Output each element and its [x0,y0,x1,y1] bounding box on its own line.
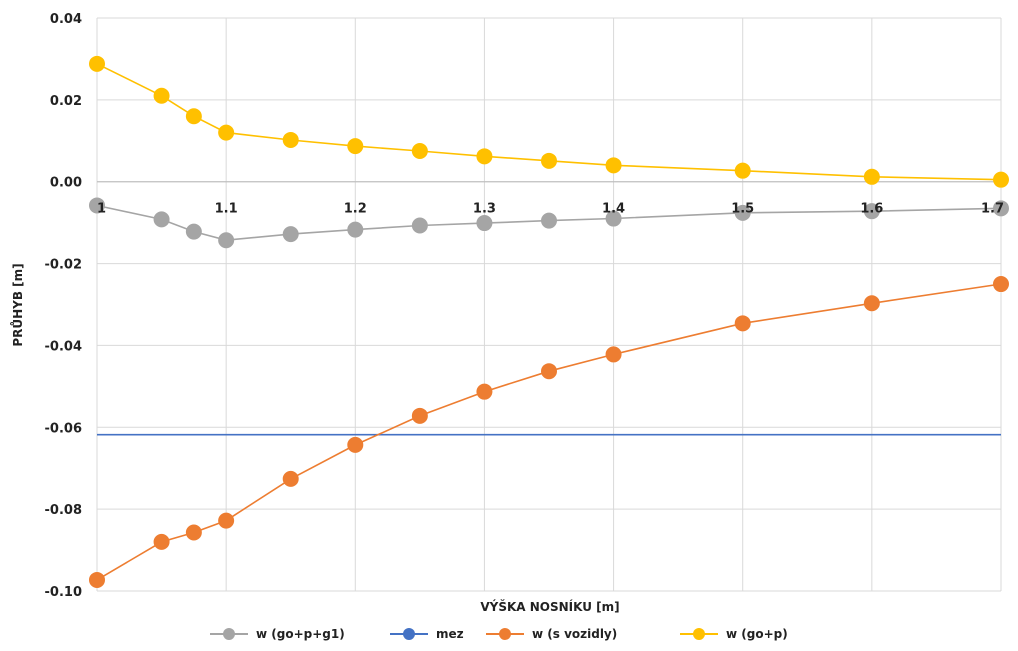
grid-lines [96,17,1002,592]
data-point [282,226,299,243]
y-axis-title: PRŮHYB [m] [10,263,25,346]
x-tick-label: 1.1 [215,202,238,217]
data-point [863,203,880,220]
legend-marker [223,628,235,640]
data-point [411,143,428,160]
data-point [185,223,202,240]
data-point [734,162,751,179]
data-point [411,217,428,234]
data-point [863,168,880,185]
y-tick-label: -0.04 [45,339,82,354]
legend-label: w (go+p+g1) [256,627,345,641]
x-axis-title: VÝŠKA NOSNÍKU [m] [480,599,619,614]
data-point [218,512,235,529]
x-tick-label: 1.2 [344,202,367,217]
x-tick-label: 1 [97,202,106,217]
y-tick-label: -0.10 [45,585,82,600]
data-point [993,200,1009,217]
x-tick-label: 1.7 [981,202,1004,217]
x-tick-label: 1.3 [473,202,496,217]
data-point [605,157,622,174]
data-point [282,470,299,487]
legend-marker [499,628,511,640]
y-tick-labels: 0.04 0.02 0.00 -0.02 -0.04 -0.06 -0.08 -0.10 [45,12,82,600]
legend-marker [693,628,705,640]
legend-marker [403,628,415,640]
y-tick-label: -0.08 [45,503,82,518]
data-point [476,148,493,165]
y-tick-label: -0.02 [45,258,82,273]
legend-label: w (s vozidly) [532,627,617,641]
data-point [185,108,202,125]
y-tick-label: 0.04 [50,12,82,27]
legend: w (go+p+g1) mez w (s vozidly) w (go+p) [210,627,788,641]
data-point [411,407,428,424]
y-tick-label: 0.00 [50,176,82,191]
data-point [185,524,202,541]
data-point [153,87,170,104]
data-point [605,210,622,227]
data-point [476,383,493,400]
x-tick-labels: 1 1.1 1.2 1.3 1.4 1.5 1.6 1.7 [97,202,1004,217]
series-line [96,283,1002,581]
data-point [734,204,751,221]
y-tick-label: 0.02 [50,94,82,109]
data-point [993,171,1009,188]
data-point [153,533,170,550]
data-point [541,212,557,229]
data-point [734,315,751,332]
x-tick-label: 1.6 [860,202,883,217]
data-point [218,124,235,141]
data-point [541,363,557,380]
data-point [347,436,364,453]
data-point [863,295,880,312]
data-point [347,221,364,238]
data-point [605,346,622,363]
data-point [476,215,493,232]
data-point [89,55,105,72]
x-tick-label: 1.4 [602,202,625,217]
data-point [347,138,364,155]
data-point [993,276,1009,293]
series-group [89,55,1009,588]
legend-label: w (go+p) [726,627,788,641]
data-point [541,152,557,169]
data-point [153,211,170,228]
legend-label: mez [436,627,464,641]
data-point [89,197,105,214]
data-point [218,232,235,249]
data-point [89,571,105,588]
y-tick-label: -0.06 [45,421,82,436]
x-tick-label: 1.5 [731,202,754,217]
data-point [282,131,299,148]
